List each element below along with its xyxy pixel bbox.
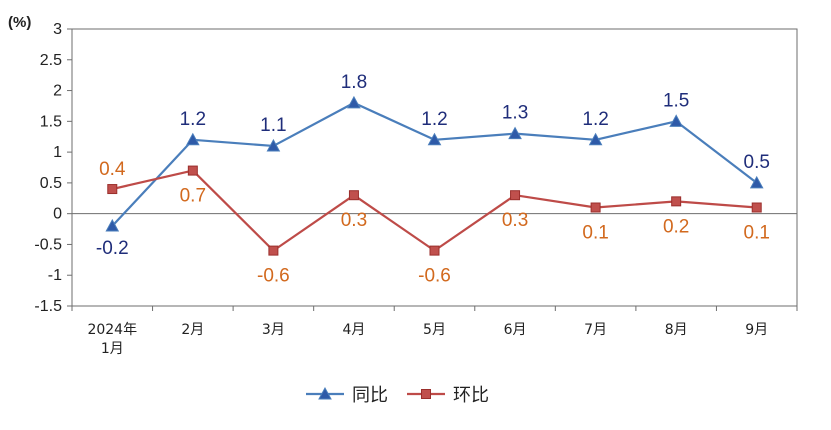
data-label-yoy: 1.1 bbox=[260, 115, 286, 136]
data-point-mom bbox=[268, 245, 279, 256]
data-label-mom: 0.1 bbox=[582, 223, 608, 244]
data-label-mom: -0.6 bbox=[257, 266, 290, 287]
legend-marker-mom bbox=[421, 389, 431, 399]
data-point-yoy bbox=[185, 132, 200, 146]
x-tick-label: 8月 bbox=[665, 322, 688, 338]
data-point-mom bbox=[348, 190, 359, 201]
legend-label: 同比 bbox=[352, 385, 388, 406]
plot-area bbox=[71, 28, 798, 307]
data-point-mom bbox=[751, 202, 762, 213]
data-point-mom bbox=[107, 184, 118, 195]
x-tick-label: 6月 bbox=[504, 322, 527, 338]
x-tick-label: 2月 bbox=[181, 322, 204, 338]
series-line-1 bbox=[112, 169, 757, 252]
data-point-yoy bbox=[749, 175, 764, 189]
data-label-mom: 0.3 bbox=[341, 210, 367, 231]
legend: 同比 环比 bbox=[306, 385, 489, 406]
y-unit-label: (%) bbox=[8, 14, 31, 31]
legend-marker-yoy bbox=[318, 386, 332, 400]
y-tick-label: -1.5 bbox=[34, 298, 62, 315]
data-label-yoy: 1.2 bbox=[421, 109, 447, 130]
data-point-mom bbox=[590, 202, 601, 213]
data-label-yoy: 1.3 bbox=[502, 103, 528, 124]
x-tick-label: 9月 bbox=[745, 322, 768, 338]
x-tick-label: 5月 bbox=[423, 322, 446, 338]
x-tick-label: 4月 bbox=[342, 322, 365, 338]
x-tick-label: 2024年 1月 bbox=[87, 322, 137, 357]
data-label-yoy: 1.8 bbox=[341, 72, 367, 93]
legend-label: 环比 bbox=[453, 385, 489, 406]
y-tick-label: 2 bbox=[53, 83, 62, 100]
data-labels: -0.2 0.4 1.2 0.7 1.1 -0.6 1.8 0.3 1.2 -0.6 1.3 0.3 1… bbox=[96, 72, 770, 287]
y-tick-label: 1 bbox=[53, 144, 62, 161]
data-point-mom bbox=[187, 165, 198, 176]
data-point-yoy bbox=[427, 132, 442, 146]
data-point-mom bbox=[510, 190, 521, 201]
y-tick-label: 2.5 bbox=[40, 52, 62, 69]
data-label-mom: 0.2 bbox=[663, 216, 689, 237]
y-axis: 3 2.5 2 1.5 1 0.5 0 -0.5 -1 -1.5 bbox=[34, 21, 797, 315]
y-tick-label: 3 bbox=[53, 21, 62, 38]
data-point-yoy bbox=[669, 114, 684, 127]
data-point-yoy bbox=[508, 126, 522, 140]
y-tick-label: -1 bbox=[48, 267, 62, 284]
data-label-mom: 0.7 bbox=[180, 186, 206, 207]
y-tick-label: -0.5 bbox=[34, 236, 62, 253]
data-point-mom bbox=[429, 245, 440, 256]
data-label-yoy: 0.5 bbox=[744, 152, 770, 173]
data-label-yoy: 1.2 bbox=[180, 109, 206, 130]
data-label-yoy: 1.2 bbox=[582, 109, 608, 130]
x-tick-label: 3月 bbox=[262, 322, 285, 338]
data-point-yoy bbox=[347, 95, 361, 109]
x-tick-label: 7月 bbox=[584, 322, 607, 338]
data-label-mom: 0.4 bbox=[99, 159, 126, 180]
data-point-yoy bbox=[588, 132, 603, 146]
data-label-yoy: -0.2 bbox=[96, 238, 129, 259]
y-tick-label: 0 bbox=[53, 206, 62, 223]
y-tick-label: 1.5 bbox=[40, 113, 62, 130]
x-axis: 2024年 1月 2月 3月 4月 5月 6月 7月 8月 9月 bbox=[71, 306, 798, 357]
data-label-mom: 0.1 bbox=[744, 223, 770, 244]
data-point-mom bbox=[671, 196, 682, 207]
data-point-yoy bbox=[266, 138, 281, 152]
data-label-mom: -0.6 bbox=[418, 266, 451, 287]
data-label-yoy: 1.5 bbox=[663, 90, 689, 111]
data-label-mom: 0.3 bbox=[502, 210, 528, 231]
data-point-yoy bbox=[105, 218, 120, 232]
series-group bbox=[105, 95, 764, 256]
y-tick-label: 0.5 bbox=[40, 175, 62, 192]
